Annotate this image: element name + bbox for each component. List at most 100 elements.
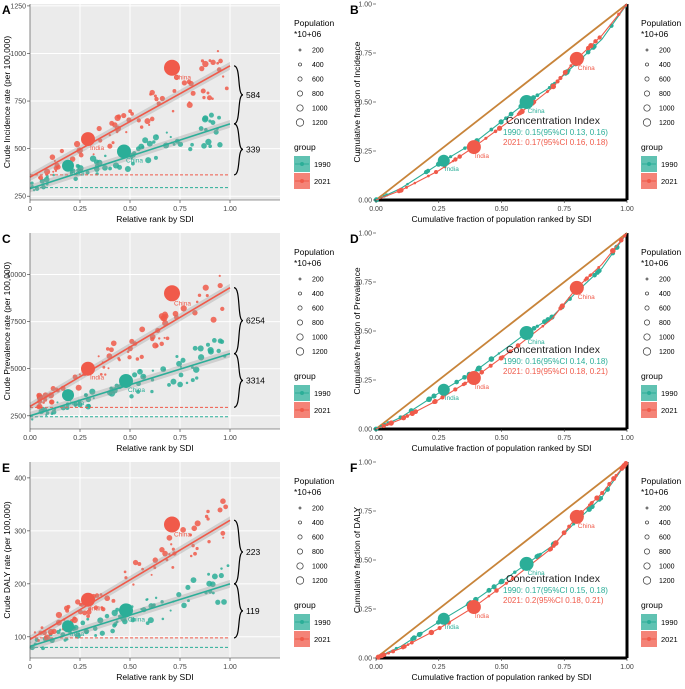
scatter-point-2021 (200, 88, 206, 94)
curve-point-2021 (594, 495, 600, 501)
equality-line (375, 232, 628, 430)
scatter-point-1990 (217, 115, 221, 120)
legend-size-key (643, 104, 651, 112)
brace-1990 (233, 583, 244, 639)
curve-point-2021 (548, 546, 554, 552)
point-label: China (528, 108, 545, 115)
legend-group-title: group (641, 600, 663, 610)
scatter-point-2021 (220, 530, 226, 536)
legend-size-label: 200 (312, 277, 324, 284)
scatter-point-2021 (108, 133, 111, 137)
scatter-point-2021 (190, 90, 196, 96)
scatter-point-1990 (129, 394, 134, 399)
scatter-point-2021 (69, 156, 76, 162)
scatter-point-2021 (180, 305, 187, 312)
scatter-point-1990 (190, 142, 194, 147)
scatter-point-2021 (111, 141, 115, 145)
legend-size-key (644, 305, 650, 311)
scatter-point-1990 (108, 166, 112, 171)
scatter-point-1990 (180, 357, 186, 363)
ci-title: Concentration Index (506, 344, 601, 356)
legend-size-key (297, 90, 304, 97)
x-tick-label: 0.00 (369, 664, 383, 671)
point-label: China (578, 65, 595, 72)
scatter-point-2021 (216, 61, 220, 65)
equality-line (375, 461, 628, 659)
legend: Population*10+06 200 400 600 800 1000 1200 grou… (294, 18, 334, 189)
scatter-point-1990 (89, 388, 96, 395)
labeled-point-china-2021 (569, 509, 584, 524)
curve-point-1990 (547, 86, 552, 90)
ci-1990: 1990: 0.15(95%CI 0.13, 0.16) (503, 128, 608, 137)
ci-1990: 1990: 0.16(95%CI 0.14, 0.18) (503, 357, 608, 366)
panel-e: E China India China India 223 119 0 0.25 0.50 0.75… (2, 461, 334, 682)
curve-point-1990 (426, 396, 432, 403)
scatter-point-2021 (155, 344, 159, 348)
legend-population-unit: *10+06 (641, 487, 668, 497)
scatter-point-1990 (216, 348, 221, 354)
scatter-point-1990 (41, 184, 46, 190)
scatter-point-2021 (128, 109, 133, 114)
scatter-point-1990 (207, 348, 214, 355)
brace-2021-label: 6254 (246, 316, 265, 326)
point-label: China (126, 157, 143, 164)
y-tick-label: 1.00 (358, 231, 372, 238)
curve-point-2021 (619, 237, 624, 243)
legend-size-key (295, 347, 305, 356)
scatter-point-1990 (122, 618, 128, 625)
scatter-point-2021 (86, 614, 90, 618)
brace-2021 (233, 287, 244, 355)
labeled-point-china-1990 (519, 325, 534, 340)
x-tick-label: 0.50 (123, 206, 137, 213)
y-tick-label: 0.75 (358, 280, 372, 287)
legend-population-unit: *10+06 (641, 258, 668, 268)
legend-size-key (295, 576, 305, 585)
scatter-point-2021 (220, 498, 226, 504)
scatter-point-1990 (146, 598, 149, 601)
brace-1990-label: 339 (246, 144, 260, 154)
curve-point-1990 (508, 111, 514, 117)
scatter-point-1990 (160, 600, 164, 604)
curve-point-1990 (431, 393, 437, 399)
scatter-point-2021 (150, 337, 155, 342)
scatter-point-1990 (169, 609, 172, 612)
y-tick-label: 0.25 (358, 607, 372, 614)
scatter-point-1990 (150, 378, 155, 382)
scatter-point-2021 (199, 66, 205, 72)
legend-size-label: 1000 (659, 335, 675, 342)
legend-group-label: 2021 (314, 635, 331, 644)
curve-point-2021 (487, 594, 491, 598)
panel-a: A China India China India 584 339 0 0.25 0.50 0.75… (2, 3, 334, 224)
scatter-point-1990 (160, 366, 167, 372)
curve-point-2021 (597, 35, 602, 40)
legend-size-key (295, 118, 305, 127)
legend-group-title: group (294, 600, 316, 610)
curve-point-2021 (387, 651, 391, 655)
curve-point-2021 (558, 76, 563, 81)
legend-population-unit: *10+06 (294, 258, 321, 268)
concentration-curve-2021 (375, 3, 628, 201)
scatter-point-2021 (86, 609, 92, 615)
scatter-point-2021 (205, 293, 209, 298)
legend-group-label: 2021 (314, 406, 331, 415)
curve-point-2021 (494, 588, 499, 593)
legend: Population*10+06 200 400 600 800 1000 1200 grou… (641, 18, 681, 189)
scatter-point-1990 (193, 366, 200, 373)
scatter-point-1990 (147, 617, 154, 624)
scatter-point-2021 (130, 112, 134, 116)
scatter-point-2021 (149, 116, 155, 122)
curve-point-1990 (475, 365, 482, 372)
scatter-point-2021 (110, 340, 117, 347)
scatter-point-1990 (186, 599, 190, 603)
scatter-point-1990 (85, 170, 90, 175)
scatter-point-1990 (80, 620, 86, 626)
point-label: India (445, 624, 459, 631)
x-tick-label: 1.00 (620, 206, 634, 213)
x-tick-label: 0.50 (495, 664, 509, 671)
curve-point-2021 (401, 415, 407, 421)
brace-2021-label: 223 (246, 547, 260, 557)
legend-size-key (642, 576, 652, 585)
y-tick-label: 750 (14, 99, 26, 106)
scatter-point-1990 (177, 141, 184, 147)
